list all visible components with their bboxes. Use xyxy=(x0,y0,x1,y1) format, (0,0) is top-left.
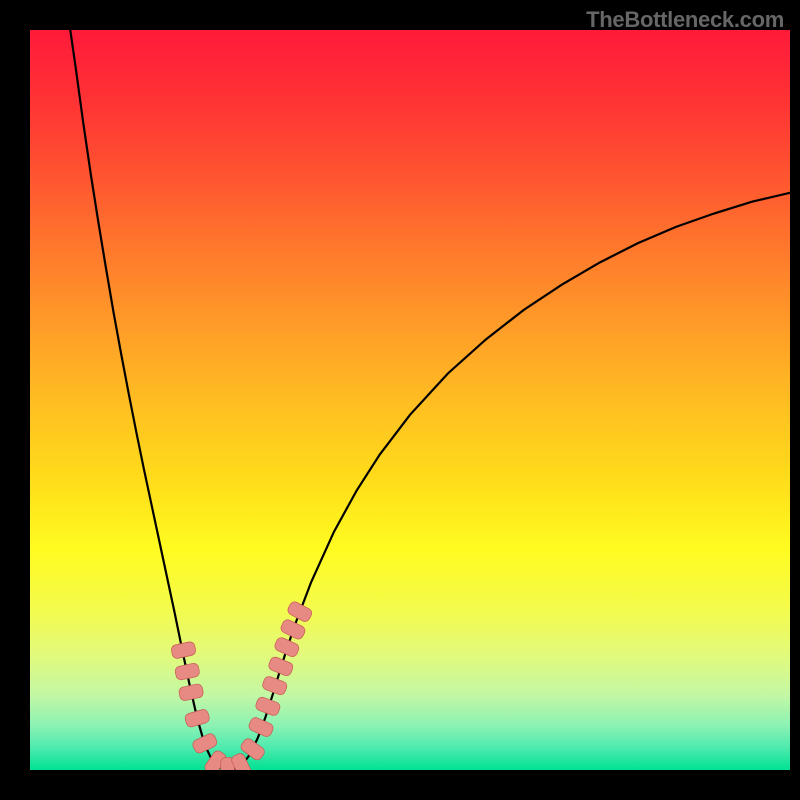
chart-container: TheBottleneck.com xyxy=(0,0,800,800)
chart-background xyxy=(30,30,790,770)
chart-svg xyxy=(30,30,790,770)
chart-plot-area xyxy=(30,30,790,770)
